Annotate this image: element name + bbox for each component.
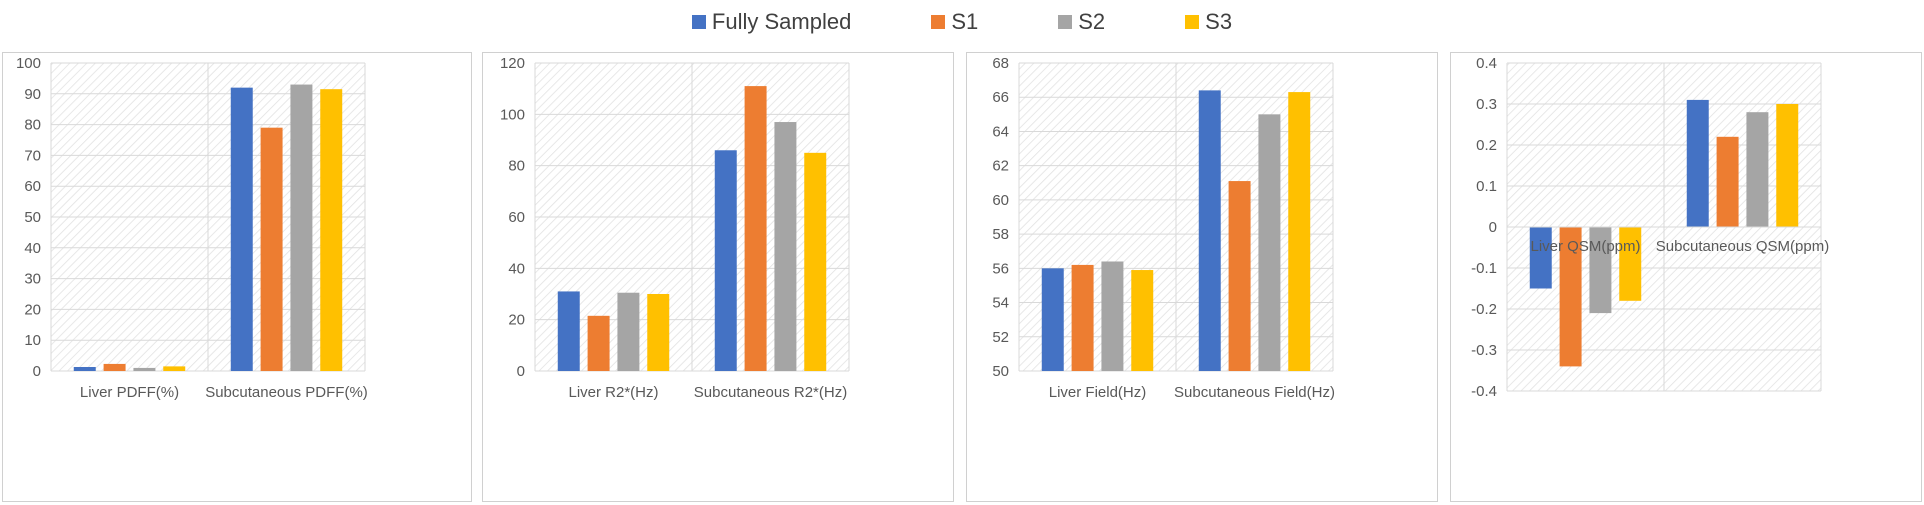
bar-s3-liver-r2-hz	[647, 294, 670, 371]
bar-s3-liver-pdff	[163, 366, 186, 371]
legend-swatch-s3	[1185, 15, 1200, 29]
y-tick-label: 0.4	[1476, 55, 1497, 72]
y-tick-label: 0.2	[1476, 137, 1497, 154]
legend-item-fully-sampled: Fully Sampled	[691, 9, 852, 35]
y-tick-label: 60	[508, 209, 525, 226]
chart-panel-qsm: -0.4 -0.3 -0.2 -0.1 0 0.1 0.2 0.3 0.4 Liver QSM(p…	[1450, 52, 1922, 502]
y-tick-label: -0.2	[1471, 301, 1497, 318]
y-tick-label: 58	[992, 226, 1009, 243]
bar-fully-sampled-subcutaneous-r2-hz	[714, 150, 737, 371]
category-label: Subcutaneous Field(Hz)	[1174, 384, 1335, 401]
chart-r2star: 0 20 40 60 80 100 120 Liver R2*(Hz) Subcutaneous…	[500, 55, 850, 401]
y-tick-label: 40	[508, 260, 525, 277]
legend-swatch-s1	[931, 15, 946, 29]
bar-s2-liver-r2-hz	[617, 292, 640, 371]
category-label: Subcutaneous PDFF(%)	[205, 384, 368, 401]
y-tick-label: 20	[24, 301, 41, 318]
y-tick-label: 60	[24, 178, 41, 195]
bar-fully-sampled-subcutaneous-field-hz	[1198, 90, 1221, 371]
bar-s1-subcutaneous-qsm-ppm	[1716, 136, 1739, 227]
y-tick-label: 54	[992, 295, 1009, 312]
bar-s2-subcutaneous-qsm-ppm	[1746, 112, 1769, 227]
y-tick-label: 70	[24, 147, 41, 164]
chart-field: 50 52 54 56 58 60 62 64 66 68 Liver Field(Hz) Subcu…	[992, 55, 1335, 401]
bar-s1-liver-qsm-ppm	[1559, 227, 1582, 367]
bar-s3-subcutaneous-r2-hz	[804, 152, 827, 371]
category-label: Liver PDFF(%)	[80, 384, 179, 401]
category-label: Subcutaneous QSM(ppm)	[1656, 238, 1829, 255]
y-tick-label: 20	[508, 312, 525, 329]
y-tick-label: 62	[992, 158, 1009, 175]
y-tick-label: 68	[992, 55, 1009, 72]
y-tick-label: 0	[1489, 219, 1497, 236]
bar-s1-liver-field-hz	[1071, 264, 1094, 371]
y-tick-label: 0.3	[1476, 96, 1497, 113]
bar-s1-subcutaneous-field-hz	[1228, 181, 1251, 371]
y-tick-label: 50	[992, 363, 1009, 380]
y-tick-label: 0.1	[1476, 178, 1497, 195]
y-tick-label: 50	[24, 209, 41, 226]
legend-label-s3: S3	[1205, 9, 1233, 34]
bar-s2-subcutaneous-field-hz	[1258, 114, 1281, 372]
y-tick-label: 56	[992, 260, 1009, 277]
bar-s1-liver-pdff	[103, 363, 126, 371]
y-tick-label: 60	[992, 192, 1009, 209]
y-tick-label: 64	[992, 123, 1009, 140]
legend-label-s2: S2	[1078, 9, 1106, 34]
legend-label-fully-sampled: Fully Sampled	[711, 9, 852, 34]
legend-swatch-s2	[1058, 15, 1073, 29]
category-label: Liver QSM(ppm)	[1530, 238, 1640, 255]
bar-s3-subcutaneous-qsm-ppm	[1776, 104, 1799, 227]
y-tick-label: 30	[24, 271, 41, 288]
y-tick-label: 100	[16, 55, 41, 72]
bar-s3-subcutaneous-field-hz	[1288, 92, 1311, 371]
legend-item-s1: S1	[931, 9, 978, 35]
bar-s2-subcutaneous-r2-hz	[774, 122, 797, 372]
y-tick-label: 80	[24, 117, 41, 134]
chart-qsm: -0.4 -0.3 -0.2 -0.1 0 0.1 0.2 0.3 0.4 Liver QSM(p…	[1471, 55, 1829, 400]
bar-fully-sampled-liver-r2-hz	[557, 291, 580, 371]
y-tick-label: 52	[992, 329, 1009, 346]
category-label: Liver R2*(Hz)	[568, 384, 658, 401]
y-tick-label: 120	[500, 55, 525, 72]
chart-legend: Fully Sampled S1 S2 S3	[0, 4, 1924, 40]
legend-swatch-fully-sampled	[691, 15, 706, 29]
bar-s2-liver-qsm-ppm	[1589, 227, 1612, 314]
bar-s1-subcutaneous-r2-hz	[744, 86, 767, 371]
y-tick-label: 0	[517, 363, 525, 380]
chart-panel-pdff: 0 10 20 30 40 50 60 70 80 90 100 Liver PDFF(%) Subcu…	[2, 52, 472, 502]
bar-s3-liver-field-hz	[1131, 270, 1154, 371]
y-tick-label: 40	[24, 240, 41, 257]
bar-s3-subcutaneous-pdff	[320, 89, 343, 372]
legend-item-s2: S2	[1058, 9, 1105, 35]
chart-panel-r2star: 0 20 40 60 80 100 120 Liver R2*(Hz) Subcutaneous…	[482, 52, 954, 502]
chart-panel-field: 50 52 54 56 58 60 62 64 66 68 Liver Field(Hz) Subcu…	[966, 52, 1438, 502]
y-tick-label: 100	[500, 106, 525, 123]
legend-item-s3: S3	[1185, 9, 1232, 35]
category-label: Subcutaneous R2*(Hz)	[694, 384, 847, 401]
bar-s1-liver-r2-hz	[587, 315, 610, 371]
bar-fully-sampled-liver-field-hz	[1041, 268, 1064, 371]
bar-fully-sampled-subcutaneous-pdff	[230, 87, 253, 371]
bar-s1-subcutaneous-pdff	[260, 127, 283, 372]
y-tick-label: 10	[24, 332, 41, 349]
bar-fully-sampled-subcutaneous-qsm-ppm	[1686, 99, 1709, 227]
y-tick-label: -0.4	[1471, 383, 1497, 400]
y-tick-label: -0.3	[1471, 342, 1497, 359]
bar-fully-sampled-liver-pdff	[73, 366, 96, 371]
bar-fully-sampled-liver-qsm-ppm	[1529, 227, 1552, 289]
bar-s2-subcutaneous-pdff	[290, 84, 313, 371]
bar-s2-liver-field-hz	[1101, 261, 1124, 371]
bar-s2-liver-pdff	[133, 367, 156, 371]
chart-pdff: 0 10 20 30 40 50 60 70 80 90 100 Liver PDFF(%) Subcu…	[16, 55, 368, 401]
legend-label-s1: S1	[951, 9, 979, 34]
y-tick-label: -0.1	[1471, 260, 1497, 277]
y-tick-label: 66	[992, 89, 1009, 106]
bar-s3-liver-qsm-ppm	[1619, 227, 1642, 301]
category-label: Liver Field(Hz)	[1049, 384, 1147, 401]
y-tick-label: 0	[33, 363, 41, 380]
y-tick-label: 80	[508, 158, 525, 175]
y-tick-label: 90	[24, 86, 41, 103]
